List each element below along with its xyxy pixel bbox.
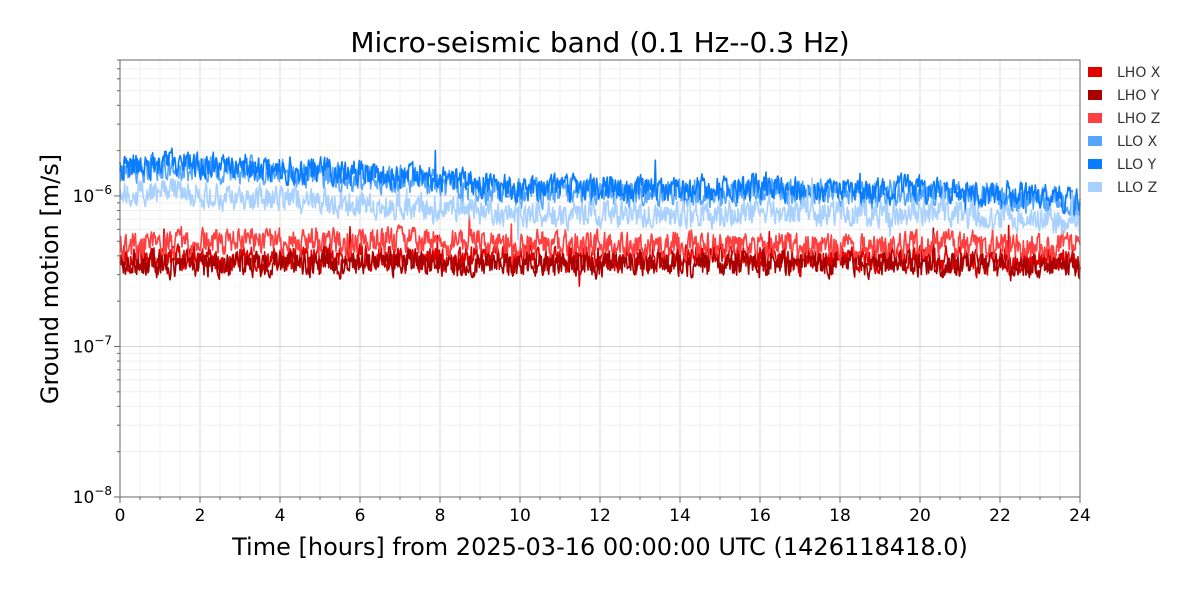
series-line-lho-z xyxy=(119,214,1081,262)
legend-item-lho-x: LHO X xyxy=(1088,65,1161,81)
x-tick-label: 12 xyxy=(589,506,611,526)
legend-label: LHO Y xyxy=(1117,88,1160,104)
legend-label: LLO Y xyxy=(1117,157,1157,173)
legend-swatch xyxy=(1088,113,1102,123)
x-tick-label: 2 xyxy=(195,506,206,526)
series-line-llo-z xyxy=(119,177,1081,241)
x-tick-label: 20 xyxy=(909,506,931,526)
legend-label: LLO X xyxy=(1117,134,1158,150)
legend-item-lho-y: LHO Y xyxy=(1088,88,1160,104)
y-tick-label: 10−8 xyxy=(73,484,112,508)
legend-item-llo-y: LLO Y xyxy=(1088,157,1157,173)
legend-label: LHO Z xyxy=(1117,111,1160,127)
legend: LHO X LHO Y LHO Z LLO X LLO Y LLO Z xyxy=(1088,65,1161,196)
x-tick-label: 16 xyxy=(749,506,771,526)
legend-swatch xyxy=(1088,67,1102,77)
series-line-llo-y xyxy=(119,147,1081,216)
legend-swatch xyxy=(1088,159,1102,169)
legend-item-llo-z: LLO Z xyxy=(1088,180,1157,196)
x-axis-label: Time [hours] from 2025-03-16 00:00:00 UT… xyxy=(231,533,968,561)
x-tick-label: 6 xyxy=(355,506,366,526)
y-axis-label: Ground motion [m/s] xyxy=(36,154,64,404)
series-line-lho-x xyxy=(119,224,1081,287)
x-tick-label: 10 xyxy=(509,506,531,526)
legend-swatch xyxy=(1088,136,1102,146)
tick-marks xyxy=(114,59,1081,503)
legend-swatch xyxy=(1088,90,1102,100)
series-line-lho-y xyxy=(119,227,1081,282)
x-tick-label: 22 xyxy=(989,506,1011,526)
series-layer xyxy=(119,147,1081,287)
x-tick-label: 18 xyxy=(829,506,851,526)
x-tick-label: 0 xyxy=(115,506,126,526)
x-tick-label: 4 xyxy=(275,506,286,526)
x-tick-label: 24 xyxy=(1069,506,1091,526)
legend-item-llo-x: LLO X xyxy=(1088,134,1158,150)
y-tick-label: 10−6 xyxy=(73,183,112,207)
y-tick-label: 10−7 xyxy=(73,333,112,357)
chart-title: Micro-seismic band (0.1 Hz--0.3 Hz) xyxy=(350,26,849,59)
legend-swatch xyxy=(1088,182,1102,192)
x-tick-label: 14 xyxy=(669,506,691,526)
legend-item-lho-z: LHO Z xyxy=(1088,111,1160,127)
legend-label: LLO Z xyxy=(1117,180,1157,196)
x-tick-label: 8 xyxy=(435,506,446,526)
legend-label: LHO X xyxy=(1117,65,1161,81)
